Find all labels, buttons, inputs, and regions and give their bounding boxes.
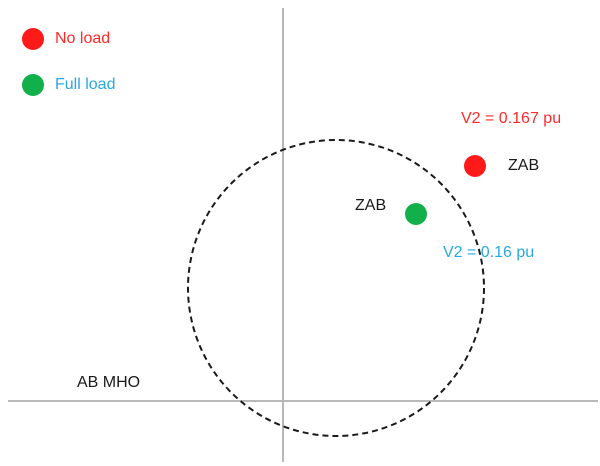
full-load-point-label: ZAB: [355, 197, 386, 214]
full-load-voltage-label: V2 = 0.16 pu: [443, 244, 534, 261]
no-load-point-label: ZAB: [508, 157, 539, 174]
legend-full-load-marker: [22, 74, 44, 96]
mho-circle: [187, 139, 485, 437]
legend-full-load-label: Full load: [55, 76, 115, 93]
no-load-voltage-label: V2 = 0.167 pu: [461, 110, 561, 127]
legend-no-load-label: No load: [55, 30, 110, 47]
no-load-point-marker: [464, 155, 486, 177]
legend-no-load-marker: [22, 28, 44, 50]
full-load-point-marker: [405, 203, 427, 225]
mho-label: AB MHO: [77, 374, 140, 391]
